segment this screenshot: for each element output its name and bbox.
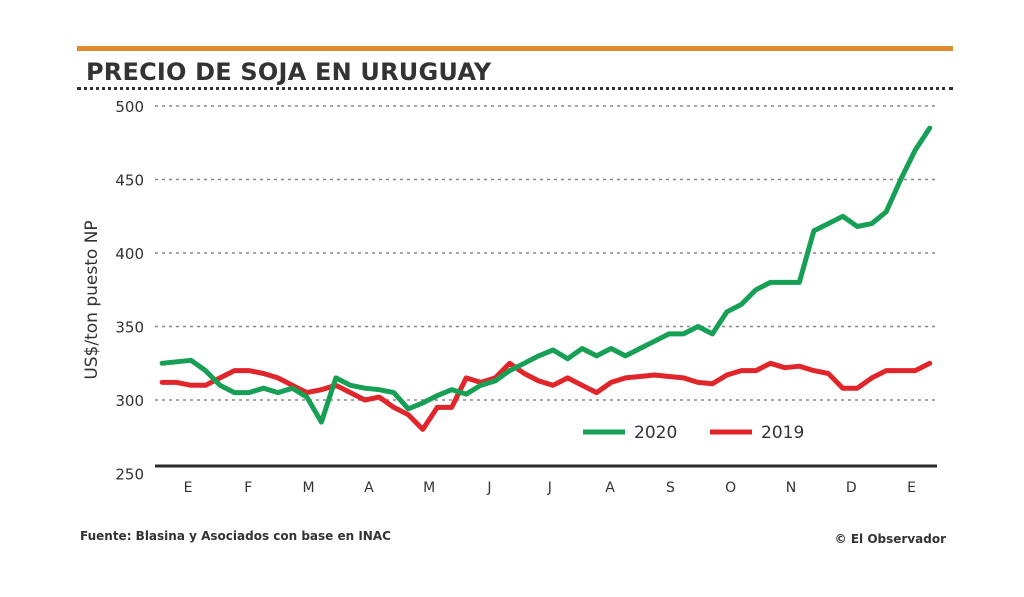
x-tick-label: F xyxy=(244,480,252,496)
y-tick-label: 400 xyxy=(115,245,144,263)
y-tick-label: 500 xyxy=(115,98,144,116)
x-tick-label: S xyxy=(666,480,675,496)
y-tick-label: 250 xyxy=(115,466,144,484)
x-tick-label: M xyxy=(303,480,315,496)
y-tick-label: 350 xyxy=(115,319,144,337)
series-line-2019 xyxy=(159,360,933,432)
x-tick-label: D xyxy=(846,480,857,496)
x-tick-label: J xyxy=(547,480,552,496)
title-divider xyxy=(77,87,953,90)
legend-label-2019: 2019 xyxy=(761,423,804,443)
y-tick-label: 300 xyxy=(115,392,144,410)
legend-label-2020: 2020 xyxy=(634,423,677,443)
x-tick-label: E xyxy=(184,480,193,496)
x-tick-label: J xyxy=(486,480,491,496)
x-tick-label: A xyxy=(364,480,374,496)
top-accent-bar xyxy=(77,46,953,51)
x-tick-label: A xyxy=(605,480,615,496)
x-tick-label: O xyxy=(725,480,736,496)
chart-title: PRECIO DE SOJA EN URUGUAY xyxy=(86,58,492,86)
x-tick-label: E xyxy=(907,480,916,496)
source-note: Fuente: Blasina y Asociados con base en … xyxy=(80,529,391,543)
credit-note: © El Observador xyxy=(834,532,946,546)
y-tick-label: 450 xyxy=(115,172,144,190)
x-tick-label: M xyxy=(423,480,435,496)
x-tick-label: N xyxy=(786,480,796,496)
series-line-2020 xyxy=(159,125,933,425)
